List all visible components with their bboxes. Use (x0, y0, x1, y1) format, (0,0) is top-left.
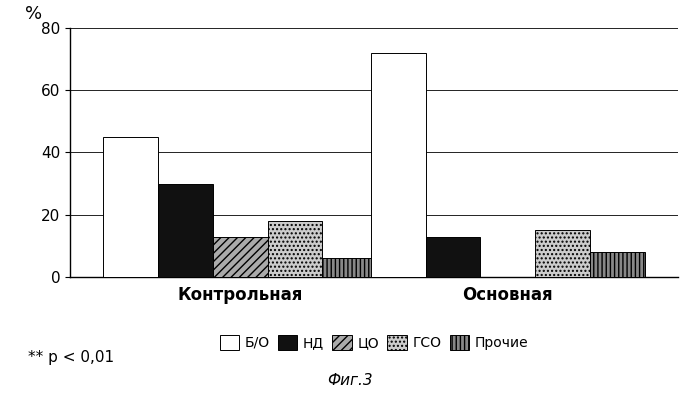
Y-axis label: %: % (25, 5, 42, 23)
Bar (103, 137, 158, 277)
Text: ** p < 0,01: ** p < 0,01 (28, 350, 114, 366)
Legend: Б/О, НД, ЦО, ГСО, Прочие: Б/О, НД, ЦО, ГСО, Прочие (214, 329, 534, 355)
Bar (590, 252, 644, 277)
Bar (322, 259, 377, 277)
Text: Фиг.3: Фиг.3 (326, 373, 373, 388)
Bar (268, 221, 322, 277)
Bar (535, 230, 590, 277)
Bar (212, 237, 268, 277)
Bar (371, 53, 426, 277)
Bar (158, 184, 212, 277)
Bar (426, 237, 480, 277)
